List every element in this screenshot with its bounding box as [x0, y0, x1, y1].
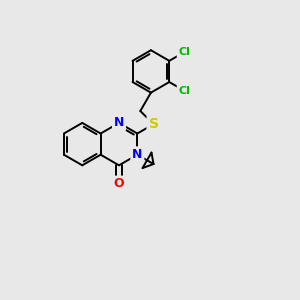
Text: N: N [132, 148, 142, 161]
Text: S: S [148, 117, 158, 131]
Text: Cl: Cl [178, 47, 190, 57]
Text: N: N [114, 116, 124, 129]
Text: O: O [114, 178, 124, 190]
Text: Cl: Cl [178, 86, 190, 96]
